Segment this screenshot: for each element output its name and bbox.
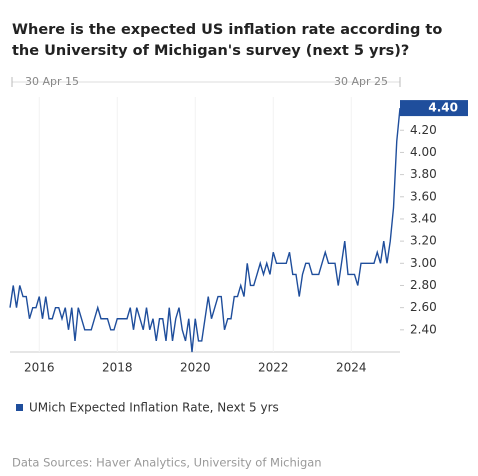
y-tick-label: 2.80 [410,278,437,292]
x-tick-label: 2018 [102,361,133,375]
y-tick-label: 3.40 [410,211,437,225]
range-label: 30 Apr 15 [25,75,79,88]
y-tick-label: 3.60 [410,189,437,203]
range-label: 30 Apr 25 [334,75,388,88]
value-label-box [400,100,468,117]
source: Data Sources: Haver Analytics, Universit… [12,456,322,470]
value-label: 4.40 [428,101,458,115]
y-tick-label: 4.20 [410,123,437,137]
chart-title: Where is the expected US inflation rate … [12,22,443,59]
line [9,108,401,353]
x-tick-label: 2022 [258,361,289,375]
legend-label: UMich Expected Inflation Rate, Next 5 yr… [29,401,279,415]
y-tick-label: 2.40 [410,322,437,336]
x-tick-label: 2016 [24,361,55,375]
y-tick-label: 3.20 [410,234,437,248]
y-tick-label: 4.00 [410,145,437,159]
legend-swatch [16,404,23,411]
y-tick-label: 3.00 [410,256,437,270]
y-tick-label: 3.80 [410,167,437,181]
x-tick-label: 2024 [336,361,367,375]
x-tick-label: 2020 [180,361,211,375]
y-tick-label: 2.60 [410,300,437,314]
